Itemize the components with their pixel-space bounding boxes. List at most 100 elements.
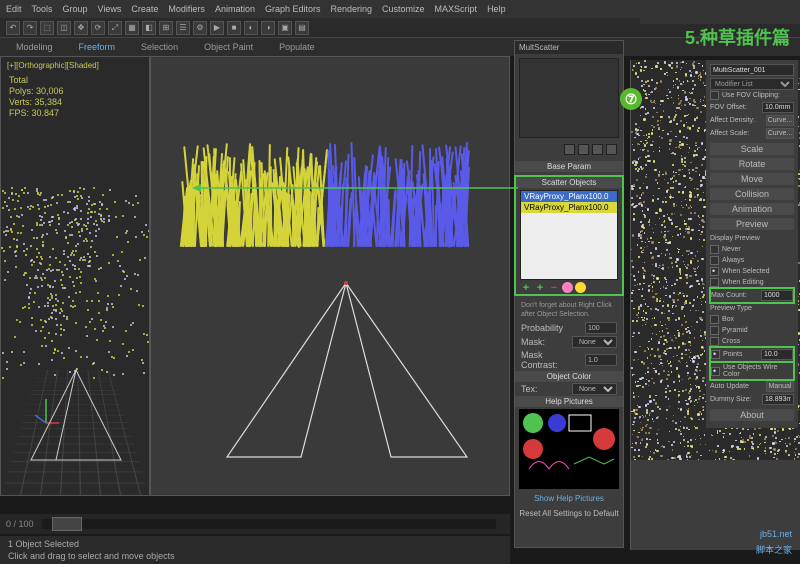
- remove-btn[interactable]: −: [548, 282, 560, 294]
- rollout-header[interactable]: Help Pictures: [515, 396, 623, 407]
- color-swatch[interactable]: [562, 282, 573, 293]
- toolbar-btn[interactable]: ▣: [278, 21, 292, 35]
- preview-box: [519, 58, 619, 138]
- radio[interactable]: [710, 337, 719, 346]
- toolbar-btn[interactable]: ▦: [125, 21, 139, 35]
- contrast-input[interactable]: [585, 354, 617, 366]
- menu-item[interactable]: Rendering: [331, 4, 373, 14]
- rollout-header[interactable]: Object Color: [515, 371, 623, 382]
- tex-select[interactable]: None: [572, 383, 617, 395]
- hint-text: Don't forget about Right Click after Obj…: [515, 299, 623, 321]
- ribbon-tab[interactable]: Selection: [133, 40, 186, 54]
- toolbar-btn[interactable]: ◑: [261, 21, 275, 35]
- menu-item[interactable]: Create: [131, 4, 158, 14]
- menu-item[interactable]: Animation: [215, 4, 255, 14]
- radio[interactable]: [710, 267, 719, 276]
- menu-item[interactable]: Group: [63, 4, 88, 14]
- menu-item[interactable]: Graph Editors: [265, 4, 321, 14]
- time-handle[interactable]: [52, 517, 82, 531]
- radio[interactable]: [710, 278, 719, 287]
- command-panel: Modifier List Use FOV Clipping: FOV Offs…: [630, 60, 800, 550]
- menu-item[interactable]: Customize: [382, 4, 425, 14]
- show-help-link[interactable]: Show Help Pictures: [515, 491, 623, 506]
- menu-item[interactable]: Edit: [6, 4, 22, 14]
- label: Mask Contrast:: [521, 350, 581, 370]
- radio[interactable]: [710, 245, 719, 254]
- fov-input[interactable]: [762, 102, 794, 113]
- preview-btn[interactable]: [578, 144, 589, 155]
- toolbar-btn[interactable]: ◧: [142, 21, 156, 35]
- viewport-right[interactable]: [150, 56, 510, 496]
- label: Use FOV Clipping:: [722, 92, 794, 99]
- radio[interactable]: [710, 326, 719, 335]
- menu-item[interactable]: Views: [98, 4, 122, 14]
- toolbar-btn[interactable]: ◐: [244, 21, 258, 35]
- toolbar-btn[interactable]: ⬚: [40, 21, 54, 35]
- manual-btn[interactable]: Manual: [766, 381, 794, 392]
- menu-item[interactable]: Tools: [32, 4, 53, 14]
- toolbar-btn[interactable]: ■: [227, 21, 241, 35]
- radio[interactable]: [711, 350, 720, 359]
- radio[interactable]: [710, 315, 719, 324]
- ribbon-tab[interactable]: Populate: [271, 40, 323, 54]
- curve-btn[interactable]: Curve...: [766, 128, 794, 139]
- rollout[interactable]: Preview: [710, 218, 794, 230]
- menu-item[interactable]: MAXScript: [435, 4, 478, 14]
- dummy-input[interactable]: [762, 394, 794, 405]
- scatter-header[interactable]: Scatter Objects: [516, 177, 622, 188]
- viewport-left[interactable]: [+][Orthographic][Shaded] TotalPolys: 30…: [0, 56, 150, 496]
- rollout[interactable]: Collision: [710, 188, 794, 200]
- toolbar-btn[interactable]: ☰: [176, 21, 190, 35]
- menu-item[interactable]: Help: [487, 4, 506, 14]
- checkbox[interactable]: [711, 367, 720, 376]
- ribbon-tab[interactable]: Freeform: [71, 40, 124, 54]
- label: Preview Type: [710, 303, 794, 314]
- toolbar-btn[interactable]: ✥: [74, 21, 88, 35]
- object-name[interactable]: [710, 64, 794, 76]
- points-input[interactable]: [761, 349, 793, 360]
- rollout[interactable]: About: [710, 409, 794, 421]
- toolbar-btn[interactable]: ⤢: [108, 21, 122, 35]
- rollout[interactable]: Animation: [710, 203, 794, 215]
- toolbar-btn[interactable]: ▤: [295, 21, 309, 35]
- toolbar-btn[interactable]: ⟳: [91, 21, 105, 35]
- modifier-list[interactable]: Modifier List: [710, 78, 794, 90]
- checkbox[interactable]: [710, 91, 719, 100]
- ribbon-tab[interactable]: Object Paint: [196, 40, 261, 54]
- probability-input[interactable]: [585, 322, 617, 334]
- toolbar-btn[interactable]: ↶: [6, 21, 20, 35]
- viewport-label[interactable]: [+][Orthographic][Shaded]: [7, 61, 99, 70]
- timeline[interactable]: 0 / 100: [0, 514, 510, 534]
- top-thumbnail: [640, 0, 800, 24]
- ribbon-tab[interactable]: Modeling: [8, 40, 61, 54]
- toolbar-btn[interactable]: ⚙: [193, 21, 207, 35]
- scatter-preview: [0, 187, 150, 387]
- curve-btn[interactable]: Curve...: [766, 115, 794, 126]
- scatter-list[interactable]: VRayProxy_Planx100.0 VRayProxy_Planx100.…: [520, 190, 618, 280]
- toolbar-btn[interactable]: ⊞: [159, 21, 173, 35]
- rollout[interactable]: Scale: [710, 143, 794, 155]
- label: Probability: [521, 323, 581, 333]
- mask-select[interactable]: None: [572, 336, 617, 348]
- label: Mask:: [521, 337, 568, 347]
- preview-btn[interactable]: [606, 144, 617, 155]
- rollout[interactable]: Move: [710, 173, 794, 185]
- add-btn[interactable]: +: [534, 282, 546, 294]
- maxcount-input[interactable]: [761, 290, 793, 301]
- list-item[interactable]: VRayProxy_Planx100.0: [521, 191, 617, 202]
- preview-btn[interactable]: [564, 144, 575, 155]
- list-item[interactable]: VRayProxy_Planx100.0: [521, 202, 617, 213]
- label: Max Count:: [711, 292, 758, 299]
- rollout[interactable]: Rotate: [710, 158, 794, 170]
- toolbar-btn[interactable]: ◫: [57, 21, 71, 35]
- rollout-header[interactable]: Base Param: [515, 161, 623, 172]
- preview-btn[interactable]: [592, 144, 603, 155]
- radio[interactable]: [710, 256, 719, 265]
- reset-btn[interactable]: Reset All Settings to Default: [515, 506, 623, 521]
- add-btn[interactable]: +: [520, 282, 532, 294]
- toolbar-btn[interactable]: ▶: [210, 21, 224, 35]
- menu-item[interactable]: Modifiers: [168, 4, 205, 14]
- time-slider[interactable]: [42, 519, 496, 529]
- color-swatch[interactable]: [575, 282, 586, 293]
- toolbar-btn[interactable]: ↷: [23, 21, 37, 35]
